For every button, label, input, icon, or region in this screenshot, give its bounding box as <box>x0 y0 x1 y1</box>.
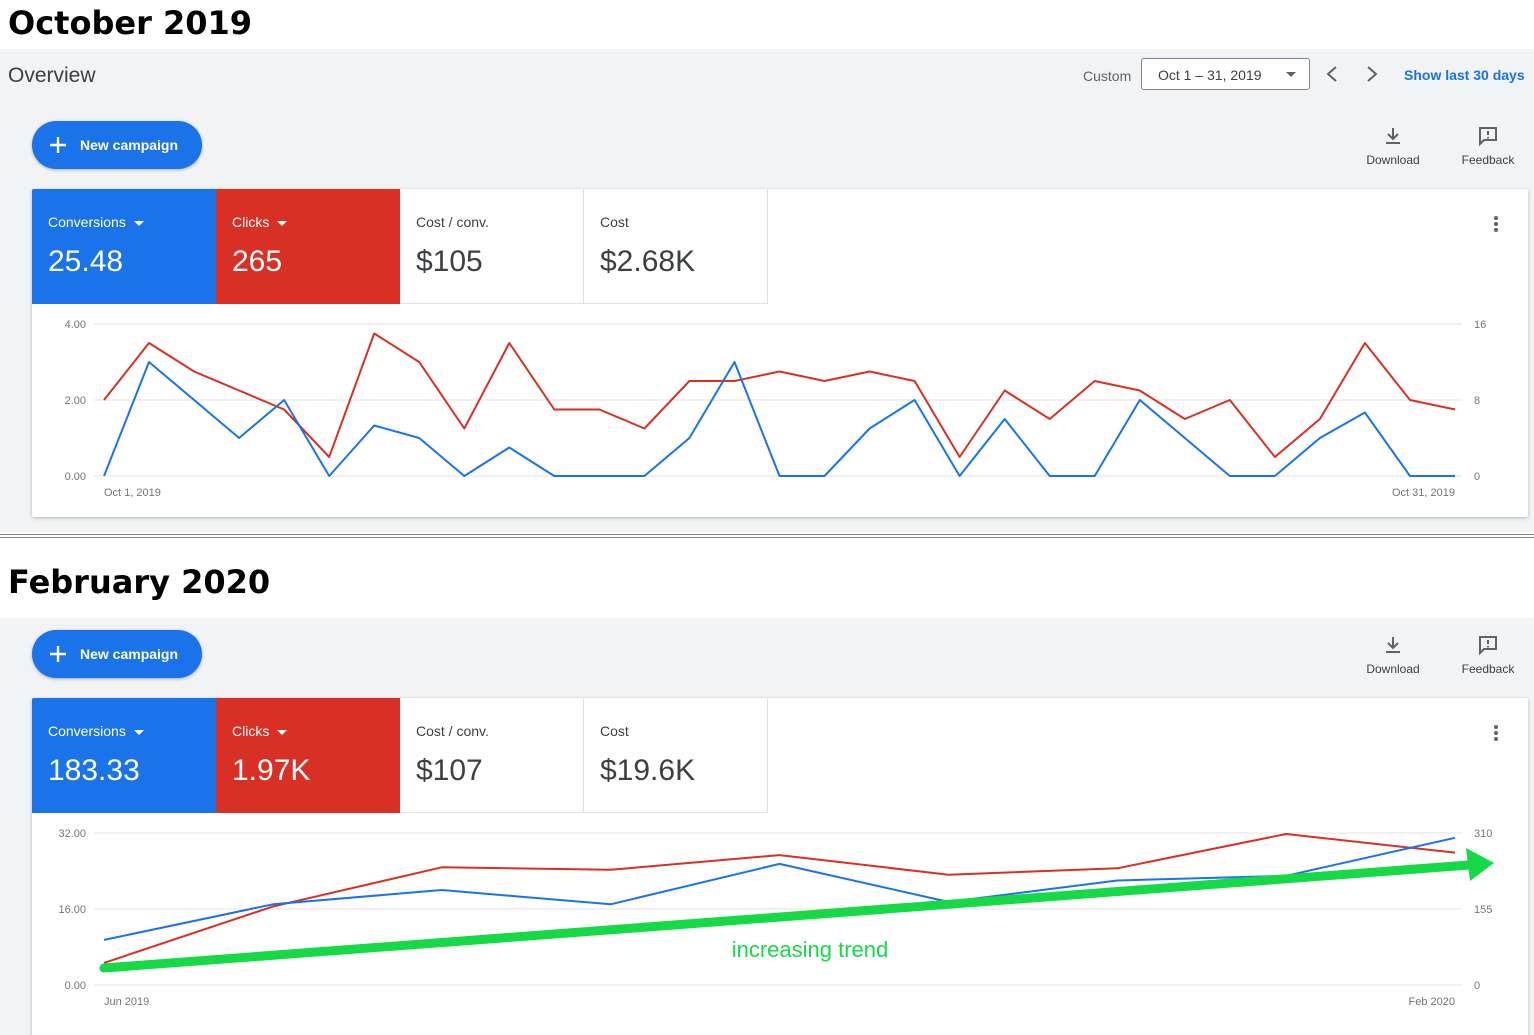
chevron-right-icon <box>1367 66 1378 82</box>
series-line-clicks <box>103 833 1456 964</box>
metric-value: $107 <box>416 754 483 787</box>
metric-cost-per-conv[interactable]: Cost / conv. $107 <box>400 698 584 813</box>
metric-label: Cost <box>600 214 629 230</box>
overview-panel-bottom: New campaign Download Feedback Conversio… <box>0 618 1534 1035</box>
page-title: Overview <box>8 64 96 87</box>
feedback-button[interactable]: Feedback <box>1448 125 1528 167</box>
download-icon <box>1386 128 1400 144</box>
y-right-tick-label: 310 <box>1474 828 1492 840</box>
trend-annotation: increasing trend <box>732 937 889 962</box>
y-left-tick-label: 0.00 <box>65 980 86 992</box>
more-options-button[interactable] <box>1490 216 1502 236</box>
metric-conversions[interactable]: Conversions 25.48 <box>32 189 216 304</box>
y-left-tick-label: 2.00 <box>65 395 86 407</box>
download-icon <box>1386 637 1400 653</box>
y-right-tick-label: 155 <box>1474 904 1492 916</box>
next-period-button[interactable] <box>1360 61 1384 87</box>
metric-label: Cost / conv. <box>416 723 489 739</box>
trend-arrow-head <box>1466 848 1494 881</box>
date-range-value: Oct 1 – 31, 2019 <box>1158 67 1262 83</box>
feedback-icon <box>1479 636 1497 656</box>
metric-clicks[interactable]: Clicks 1.97K <box>216 698 400 813</box>
y-right-tick-label: 16 <box>1474 319 1486 331</box>
metric-value: $2.68K <box>600 245 696 278</box>
plus-icon <box>50 646 66 662</box>
x-start-label: Oct 1, 2019 <box>104 487 161 499</box>
x-start-label: Jun 2019 <box>104 996 149 1008</box>
new-campaign-button[interactable]: New campaign <box>32 121 202 169</box>
metric-label: Conversions <box>48 214 126 230</box>
feedback-label: Feedback <box>1461 153 1515 167</box>
caret-down-icon <box>277 729 288 735</box>
section-divider <box>0 534 1534 538</box>
caret-down-icon <box>1286 72 1296 77</box>
metric-conversions[interactable]: Conversions 183.33 <box>32 698 216 813</box>
y-left-tick-label: 16.00 <box>58 904 86 916</box>
section-heading-october: October 2019 <box>8 4 253 42</box>
previous-period-button[interactable] <box>1320 61 1344 87</box>
download-button[interactable]: Download <box>1353 634 1433 676</box>
download-label: Download <box>1366 153 1420 167</box>
metric-label: Clicks <box>232 214 270 230</box>
x-end-label: Oct 31, 2019 <box>1392 487 1455 499</box>
show-last-30-days-link[interactable]: Show last 30 days <box>1404 67 1525 83</box>
metric-label: Clicks <box>232 723 270 739</box>
feedback-button[interactable]: Feedback <box>1448 634 1528 676</box>
metric-value: $19.6K <box>600 754 696 787</box>
metric-value: 25.48 <box>48 245 124 278</box>
y-left-tick-label: 0.00 <box>65 471 86 483</box>
metric-label: Conversions <box>48 723 126 739</box>
trend-arrow-shaft <box>99 860 1474 973</box>
series-line-conversions <box>103 361 1455 477</box>
metric-cost-per-conv[interactable]: Cost / conv. $105 <box>400 189 584 304</box>
y-right-tick-label: 8 <box>1474 395 1480 407</box>
metric-value: 183.33 <box>48 754 140 787</box>
y-right-tick-label: 0 <box>1474 471 1480 483</box>
metric-value: $105 <box>416 245 483 278</box>
new-campaign-label: New campaign <box>80 137 179 153</box>
new-campaign-label: New campaign <box>80 646 179 662</box>
download-label: Download <box>1366 662 1420 676</box>
date-range-select[interactable]: Oct 1 – 31, 2019 <box>1141 58 1310 90</box>
series-line-clicks <box>103 332 1456 458</box>
metric-label: Cost <box>600 723 629 739</box>
caret-down-icon <box>277 220 288 226</box>
metric-label: Cost / conv. <box>416 214 489 230</box>
performance-chart-top: 4.00 16 2.00 8 0.00 0 Oct 1, 2019 Oct 31, 2019 <box>65 319 1487 499</box>
performance-card-bottom: Conversions 183.33 Clicks 1.97K Cost / c… <box>32 698 1528 1035</box>
new-campaign-button[interactable]: New campaign <box>32 630 202 678</box>
metric-value: 265 <box>232 245 283 278</box>
feedback-label: Feedback <box>1461 662 1515 676</box>
more-options-button[interactable] <box>1490 725 1502 745</box>
feedback-icon <box>1479 127 1497 147</box>
y-right-tick-label: 0 <box>1474 980 1480 992</box>
performance-card-top: Conversions 25.48 Clicks 265 Cost / conv… <box>32 189 1528 517</box>
overview-panel-top: Overview Custom Oct 1 – 31, 2019 Show la… <box>0 49 1534 532</box>
chevron-left-icon <box>1326 66 1337 82</box>
performance-chart-bottom: 32.00 310 16.00 155 0.00 0 Jun 2019 Feb 2020 inc… <box>58 828 1494 1008</box>
metric-clicks[interactable]: Clicks 265 <box>216 189 400 304</box>
y-left-tick-label: 4.00 <box>65 319 86 331</box>
y-left-tick-label: 32.00 <box>58 828 86 840</box>
metric-cost[interactable]: Cost $19.6K <box>584 698 768 813</box>
caret-down-icon <box>133 729 144 735</box>
section-heading-february: February 2020 <box>8 563 271 601</box>
x-end-label: Feb 2020 <box>1409 996 1455 1008</box>
custom-label: Custom <box>1083 68 1132 84</box>
metric-cost[interactable]: Cost $2.68K <box>584 189 768 304</box>
series-line-conversions <box>103 836 1456 941</box>
metric-value: 1.97K <box>232 754 311 787</box>
caret-down-icon <box>133 220 144 226</box>
plus-icon <box>50 137 66 153</box>
download-button[interactable]: Download <box>1353 125 1433 167</box>
